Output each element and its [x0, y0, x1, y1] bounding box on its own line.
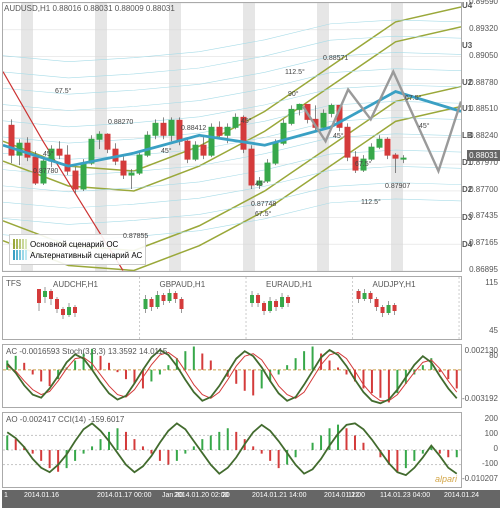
price-annotation: 67.5°: [255, 211, 271, 218]
time-tick: 2014.01.17 00:00: [97, 492, 152, 499]
time-tick: 2014.01.24: [444, 492, 479, 499]
ac-header: AC -0.0016593 Stoch(3,3,3) 13.3592 14.01…: [6, 347, 167, 356]
ac-stoch-panel[interactable]: AC -0.0016593 Stoch(3,3,3) 13.3592 14.01…: [2, 344, 462, 408]
time-tick: 20: [222, 492, 230, 499]
price-annotation: 0.87907: [385, 183, 410, 190]
time-tick: 2014.01.21 14:00: [252, 492, 307, 499]
price-annotation: 0.87748: [251, 201, 276, 208]
time-tick: 2014.01.20 02:00: [174, 492, 229, 499]
price-annotation: 112.5°: [285, 69, 305, 76]
price-annotation: 67.5°: [405, 95, 421, 102]
price-annotation: 45°: [419, 123, 430, 130]
price-annotation: 67.5°: [355, 161, 371, 168]
price-annotation: 45°: [43, 151, 54, 158]
svg-text:GBPAUD,H1: GBPAUD,H1: [160, 280, 206, 289]
time-axis: 12014.01.162014.01.17 00:00Jan 202014.01…: [2, 490, 500, 508]
price-annotation: 45°: [333, 133, 344, 140]
svg-text:EURAUD,H1: EURAUD,H1: [266, 280, 313, 289]
tfs-panel[interactable]: TFS AUDCHF,H1 GBPAUD,H1 EURAUD,H1 AUDJPY,H1: [2, 276, 462, 340]
time-tick: 1: [4, 492, 8, 499]
svg-text:AUDJPY,H1: AUDJPY,H1: [373, 280, 417, 289]
tfs-y-axis: 11545: [462, 276, 500, 340]
price-annotation: 0.87780: [33, 168, 58, 175]
chart-title: AUDUSD,H1 0.88016 0.88031 0.88009 0.8803…: [4, 4, 175, 13]
time-tick: 11:00: [348, 492, 365, 499]
price-annotation: 0.88270: [108, 119, 133, 126]
main-price-chart[interactable]: Основной сценарий ОСАльтернативный сцена…: [2, 2, 462, 272]
ac-y-axis: 0.002130-0.00319280: [462, 344, 500, 408]
price-annotation: 0.88412: [181, 125, 206, 132]
svg-text:AUDCHF,H1: AUDCHF,H1: [53, 280, 98, 289]
time-tick: 114.01.23 04:00: [380, 492, 430, 499]
price-annotation: 90°: [288, 91, 299, 98]
ao-header: AO -0.002417 CCI(14) -159.6017: [6, 415, 124, 424]
main-y-axis: 0.895900.893200.890500.887800.885100.882…: [462, 2, 500, 272]
price-annotation: 45°: [161, 148, 172, 155]
price-annotation: 67.5°: [55, 88, 71, 95]
ao-y-axis: -0.0102072001000-100: [462, 412, 500, 488]
price-annotation: 0.88571: [323, 55, 348, 62]
price-annotation: 0.87855: [123, 233, 148, 240]
price-annotation: 45°: [255, 181, 266, 188]
price-annotation: 112.5°: [361, 199, 381, 206]
price-annotation: 45°: [241, 118, 252, 125]
tfs-header: TFS: [6, 279, 21, 288]
alpari-brand: alpari: [435, 474, 457, 484]
ao-cci-panel[interactable]: AO -0.002417 CCI(14) -159.6017 alpari: [2, 412, 462, 488]
time-tick: 2014.01.16: [24, 492, 59, 499]
